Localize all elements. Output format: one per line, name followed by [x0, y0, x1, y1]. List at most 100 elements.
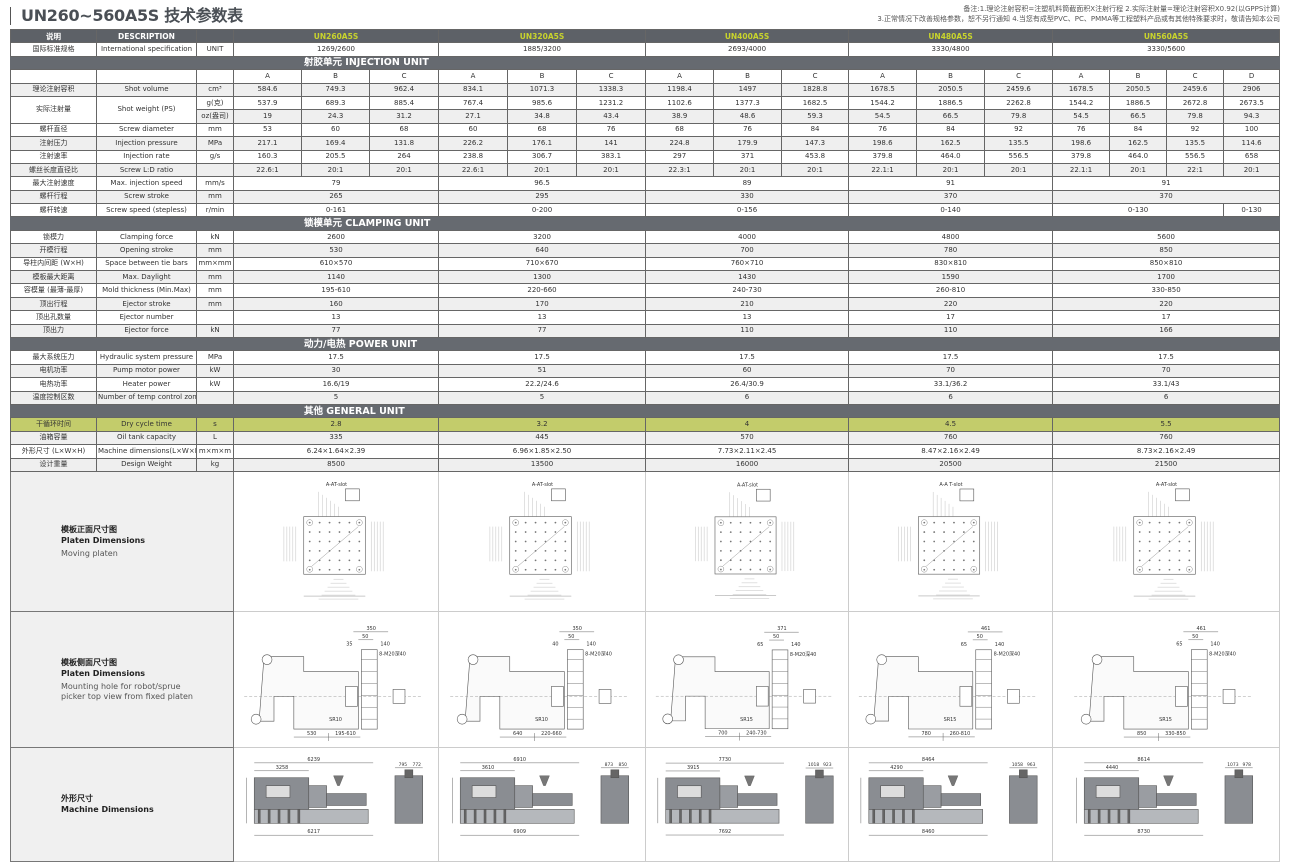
dim-140: 140: [586, 642, 595, 648]
drawing-platen-front: A-A T-slot: [848, 470, 1054, 612]
cell-value: 53: [233, 122, 302, 138]
drawing-machine: 8614 4440 8730 1073 978: [1052, 746, 1281, 862]
cell-value: 1678.5: [848, 82, 918, 97]
cell-value: 110: [645, 323, 850, 338]
dim-width-1: 1073: [1227, 762, 1238, 768]
dim-clamp-length: 3610: [482, 765, 495, 771]
cell-value: 2906: [1223, 82, 1281, 97]
drawing-label: 外形尺寸 Machine Dimensions: [10, 746, 234, 862]
cell-value: 17.5: [645, 350, 850, 365]
row-label-cn: 螺杆转速: [10, 203, 97, 218]
cell-value: 13500: [438, 457, 647, 472]
row-unit: g(克): [196, 95, 234, 111]
drawing-platen-front: A-AT-slot: [1052, 470, 1281, 612]
t-slot-label: A-AT-slot: [326, 482, 347, 488]
drawing-machine: 8464 4290 8460 1058 963: [848, 746, 1054, 862]
cell-value: 68: [507, 122, 578, 138]
cell-value: B: [1109, 69, 1168, 84]
drawing-label-cn: 外形尺寸: [61, 794, 93, 804]
row-label-en: Heater power: [96, 377, 197, 392]
row-label-cn: 注射压力: [10, 136, 97, 151]
cell-value: 834.1: [438, 82, 509, 97]
cell-value: 556.5: [1166, 149, 1225, 164]
row-label-cn: 螺杆直径: [10, 122, 97, 138]
row-label-cn: 顶出孔数量: [10, 310, 97, 325]
cell-value: 464.0: [916, 149, 986, 164]
cell-value: 6.96×1.85×2.50: [438, 444, 647, 459]
dim-width-1: 1018: [808, 762, 819, 768]
table-row: 外形尺寸 (L×W×H) Machine dimensions(L×W×H) m×m…: [10, 444, 1281, 459]
row-label-en: Screw diameter: [96, 122, 197, 138]
dim-width-2: 772: [413, 762, 422, 768]
cell-value: 20:1: [713, 162, 783, 178]
cell-value: 8.47×2.16×2.49: [848, 444, 1054, 459]
t-slot-label: A-AT-slot: [1156, 482, 1177, 488]
cell-value: 66.5: [1109, 109, 1168, 124]
dim-clamp-length: 4290: [890, 765, 903, 771]
dim-50: 50: [362, 634, 368, 640]
cell-value: 3200: [438, 229, 647, 245]
cell-value: 135.5: [984, 136, 1054, 151]
row-unit: mm: [196, 243, 234, 258]
cell-value: 1071.3: [507, 82, 578, 97]
drawing-label-sub: Mounting hole for robot/sprue picker top…: [61, 681, 193, 701]
row-unit: r/min: [196, 203, 234, 218]
cell-value: 1682.5: [781, 95, 850, 111]
dim-hole: 8-M20深40: [1209, 651, 1236, 658]
page-title: UN260~560A5S 技术参数表: [10, 7, 243, 25]
dim-top: 350: [367, 626, 376, 632]
cell-value: 17.5: [438, 350, 647, 365]
dim-mold-thickness: 260-810: [950, 731, 971, 737]
cell-value: 92: [1166, 122, 1225, 138]
cell-value: 1544.2: [1052, 95, 1111, 111]
cell-value: 22.1:1: [1052, 162, 1111, 178]
cell-value: 162.5: [916, 136, 986, 151]
row-label-cn: 最大注射速度: [10, 176, 97, 191]
cell-value: 60: [438, 122, 509, 138]
drawing-label: 模板侧面尺寸图 Platen Dimensions Mounting hole fo…: [10, 610, 234, 748]
cell-value: 295: [438, 189, 647, 205]
row-unit: [196, 69, 234, 84]
row-label-en: Max. Daylight: [96, 270, 197, 285]
row-label-en: Hydraulic system pressure: [96, 350, 197, 365]
row-unit: kg: [196, 457, 234, 472]
cell-value: 13: [232, 310, 440, 325]
spec-row: 国际标准规格 International specification UNIT 126…: [10, 42, 1281, 57]
row-label-cn: 设计重量: [10, 457, 97, 472]
cell-value: 0-156: [645, 203, 850, 218]
cell-value: 24.3: [301, 109, 370, 124]
cell-value: 17.5: [848, 350, 1054, 365]
row-unit: oz(盎司): [196, 109, 234, 124]
row-unit: MPa: [196, 350, 234, 365]
row-unit: mm×mm: [196, 256, 234, 272]
drawing-platen-side: 350 50 35 140 8-M20深40 SR10 530 195-610: [232, 610, 440, 748]
cell-value: 700: [645, 243, 850, 258]
cell-value: 2600: [232, 229, 440, 245]
technical-drawing: 461 50 65 140 8-M20深40 SR15 780 260-810: [858, 626, 1038, 741]
cell-value: 20:1: [1223, 162, 1281, 178]
drawing-platen-front: A-AT-slot: [438, 470, 647, 612]
cell-value: 17.5: [1052, 350, 1281, 365]
cell-value: 20:1: [781, 162, 850, 178]
table-row: 最大注射速度 Max. injection speed mm/s 79 96.5 89 91…: [10, 176, 1281, 191]
row-unit: kW: [196, 377, 234, 392]
dim-clamp-length: 4440: [1106, 765, 1119, 771]
cell-value: 2262.8: [984, 95, 1054, 111]
cell-value: 1828.8: [781, 82, 850, 97]
row-label-en: Pump motor power: [96, 363, 197, 379]
cell-value: 584.6: [233, 82, 302, 97]
cell-value: 100: [1223, 122, 1281, 138]
row-label-cn: 模板最大距离: [10, 270, 97, 285]
drawing-platen-side: 350 50 40 140 8-M20深40 SR10 640 220-660: [438, 610, 647, 748]
dim-sr: SR10: [329, 717, 342, 723]
dim-top: 371: [777, 626, 786, 632]
cell-value: 68: [368, 122, 440, 138]
cell-value: A: [438, 69, 509, 84]
dim-top: 461: [981, 626, 990, 632]
dim-left: 65: [1176, 642, 1182, 648]
cell-value: 0-161: [232, 203, 440, 218]
cell-value: 710×670: [438, 256, 647, 272]
cell-value: 1497: [713, 82, 783, 97]
drawing-label-en: Platen Dimensions: [61, 535, 146, 545]
technical-drawing: 8614 4440 8730 1073 978: [1076, 757, 1254, 836]
